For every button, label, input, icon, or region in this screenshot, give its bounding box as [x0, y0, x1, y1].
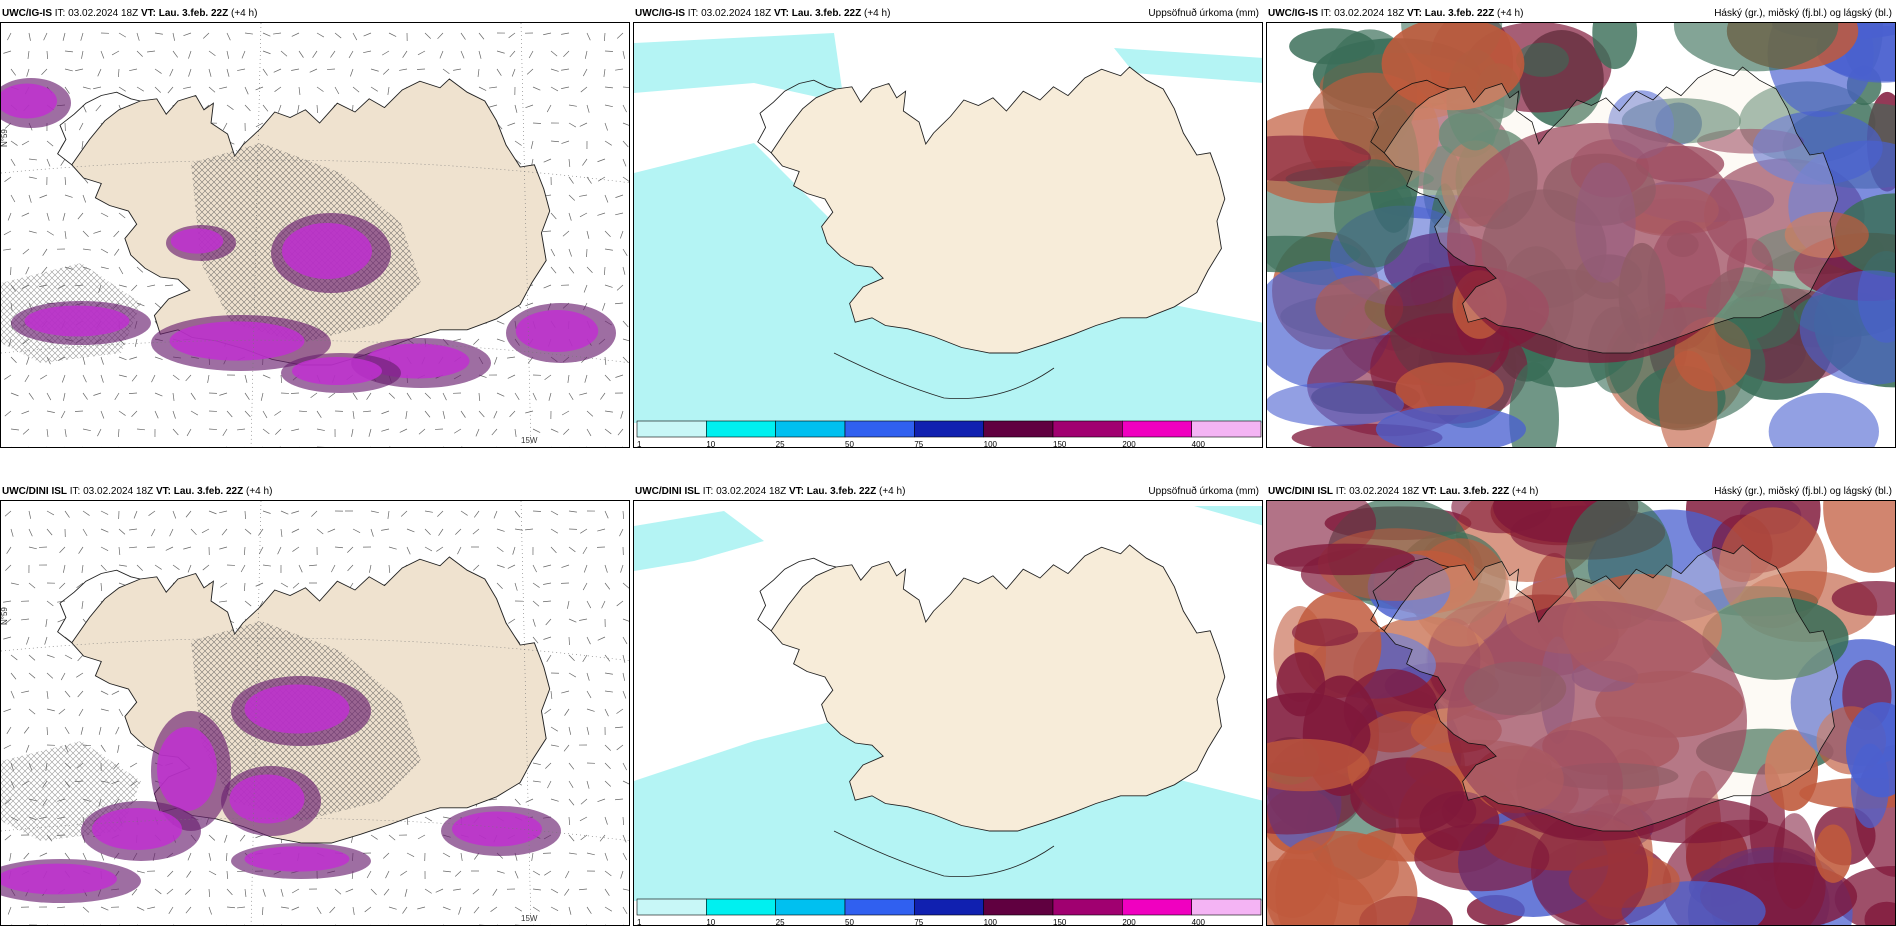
precip-title: Uppsöfnuð úrkoma (mm) [1148, 8, 1259, 19]
panel-precip-dini: UWC/DINI ISL IT: 03.02.2024 18Z VT: Lau.… [633, 478, 1263, 926]
colorbar: 1 10 25 50 75 100 150 200 400 [636, 420, 1262, 448]
precip-blobs [1, 78, 616, 393]
panel-title: UWC/IG-IS IT: 03.02.2024 18Z VT: Lau. 3.… [635, 8, 1259, 19]
colorbar-label: 200 [1122, 440, 1136, 448]
precip-map[interactable]: 1 10 25 50 75 100 150 200 400 [633, 22, 1263, 448]
colorbar-label: 400 [1192, 918, 1206, 926]
colorbar-label: 150 [1053, 918, 1067, 926]
colorbar-label: 75 [914, 440, 923, 448]
colorbar-label: 25 [776, 918, 785, 926]
colorbar-label: 25 [776, 440, 785, 448]
panel-wind-dini: UWC/DINI ISL IT: 03.02.2024 18Z VT: Lau.… [0, 478, 630, 926]
colorbar-label: 50 [845, 918, 854, 926]
wind-map[interactable]: N°59 15W [0, 22, 630, 448]
wind-map[interactable]: N°59 15W [0, 500, 630, 926]
iceland-outline [1383, 66, 1839, 354]
precip-svg: 1 10 25 50 75 100 150 200 400 [634, 23, 1262, 448]
colorbar-label: 1 [637, 918, 642, 926]
cloud-map[interactable] [1266, 22, 1896, 448]
cloud-layers [1267, 23, 1895, 447]
panel-title: UWC/IG-IS IT: 03.02.2024 18Z VT: Lau. 3.… [1268, 8, 1892, 19]
precip-map[interactable]: 1 10 25 50 75 100 150 200 400 [633, 500, 1263, 926]
cloud-layers [1267, 501, 1895, 925]
cloud-map[interactable] [1266, 500, 1896, 926]
wind-svg: N°59 15W [1, 501, 629, 925]
cloud-title: Háský (gr.), miðský (fj.bl.) og lágský (… [1714, 8, 1892, 19]
iceland-outline [1383, 544, 1839, 832]
panel-title: UWC/DINI ISL IT: 03.02.2024 18Z VT: Lau.… [1268, 486, 1892, 497]
iceland-land [770, 544, 1226, 832]
panel-title: UWC/DINI ISL IT: 03.02.2024 18Z VT: Lau.… [2, 486, 273, 497]
cloud-title: Háský (gr.), miðský (fj.bl.) og lágský (… [1714, 486, 1892, 497]
colorbar-label: 10 [706, 440, 715, 448]
lon-label: 15W [521, 914, 538, 923]
precip-svg: 1 10 25 50 75 100 150 200 400 [634, 501, 1262, 926]
panel-title: UWC/IG-IS IT: 03.02.2024 18Z VT: Lau. 3.… [2, 8, 258, 19]
colorbar-label: 75 [914, 918, 923, 926]
panel-precip-igis: UWC/IG-IS IT: 03.02.2024 18Z VT: Lau. 3.… [633, 0, 1263, 448]
lat-label: N°59 [1, 607, 9, 625]
cloud-svg [1267, 23, 1895, 447]
colorbar-label: 200 [1122, 918, 1136, 926]
colorbar-label: 100 [984, 440, 998, 448]
colorbar-label: 1 [637, 440, 642, 448]
panel-title: UWC/DINI ISL IT: 03.02.2024 18Z VT: Lau.… [635, 486, 1259, 497]
precip-title: Uppsöfnuð úrkoma (mm) [1148, 486, 1259, 497]
colorbar-label: 50 [845, 440, 854, 448]
colorbar-label: 10 [706, 918, 715, 926]
colorbar: 1 10 25 50 75 100 150 200 400 [636, 898, 1262, 926]
colorbar-label: 400 [1192, 440, 1206, 448]
panel-cloud-dini: UWC/DINI ISL IT: 03.02.2024 18Z VT: Lau.… [1266, 478, 1896, 926]
cloud-svg [1267, 501, 1895, 925]
wind-svg: N°59 15W [1, 23, 629, 447]
lat-label: N°59 [1, 129, 9, 147]
colorbar-label: 100 [984, 918, 998, 926]
panel-wind-igis: UWC/IG-IS IT: 03.02.2024 18Z VT: Lau. 3.… [0, 0, 630, 448]
panel-cloud-igis: UWC/IG-IS IT: 03.02.2024 18Z VT: Lau. 3.… [1266, 0, 1896, 448]
iceland-land [770, 66, 1226, 354]
lon-label: 15W [521, 436, 538, 445]
precip-blobs [1, 676, 561, 903]
colorbar-label: 150 [1053, 440, 1067, 448]
